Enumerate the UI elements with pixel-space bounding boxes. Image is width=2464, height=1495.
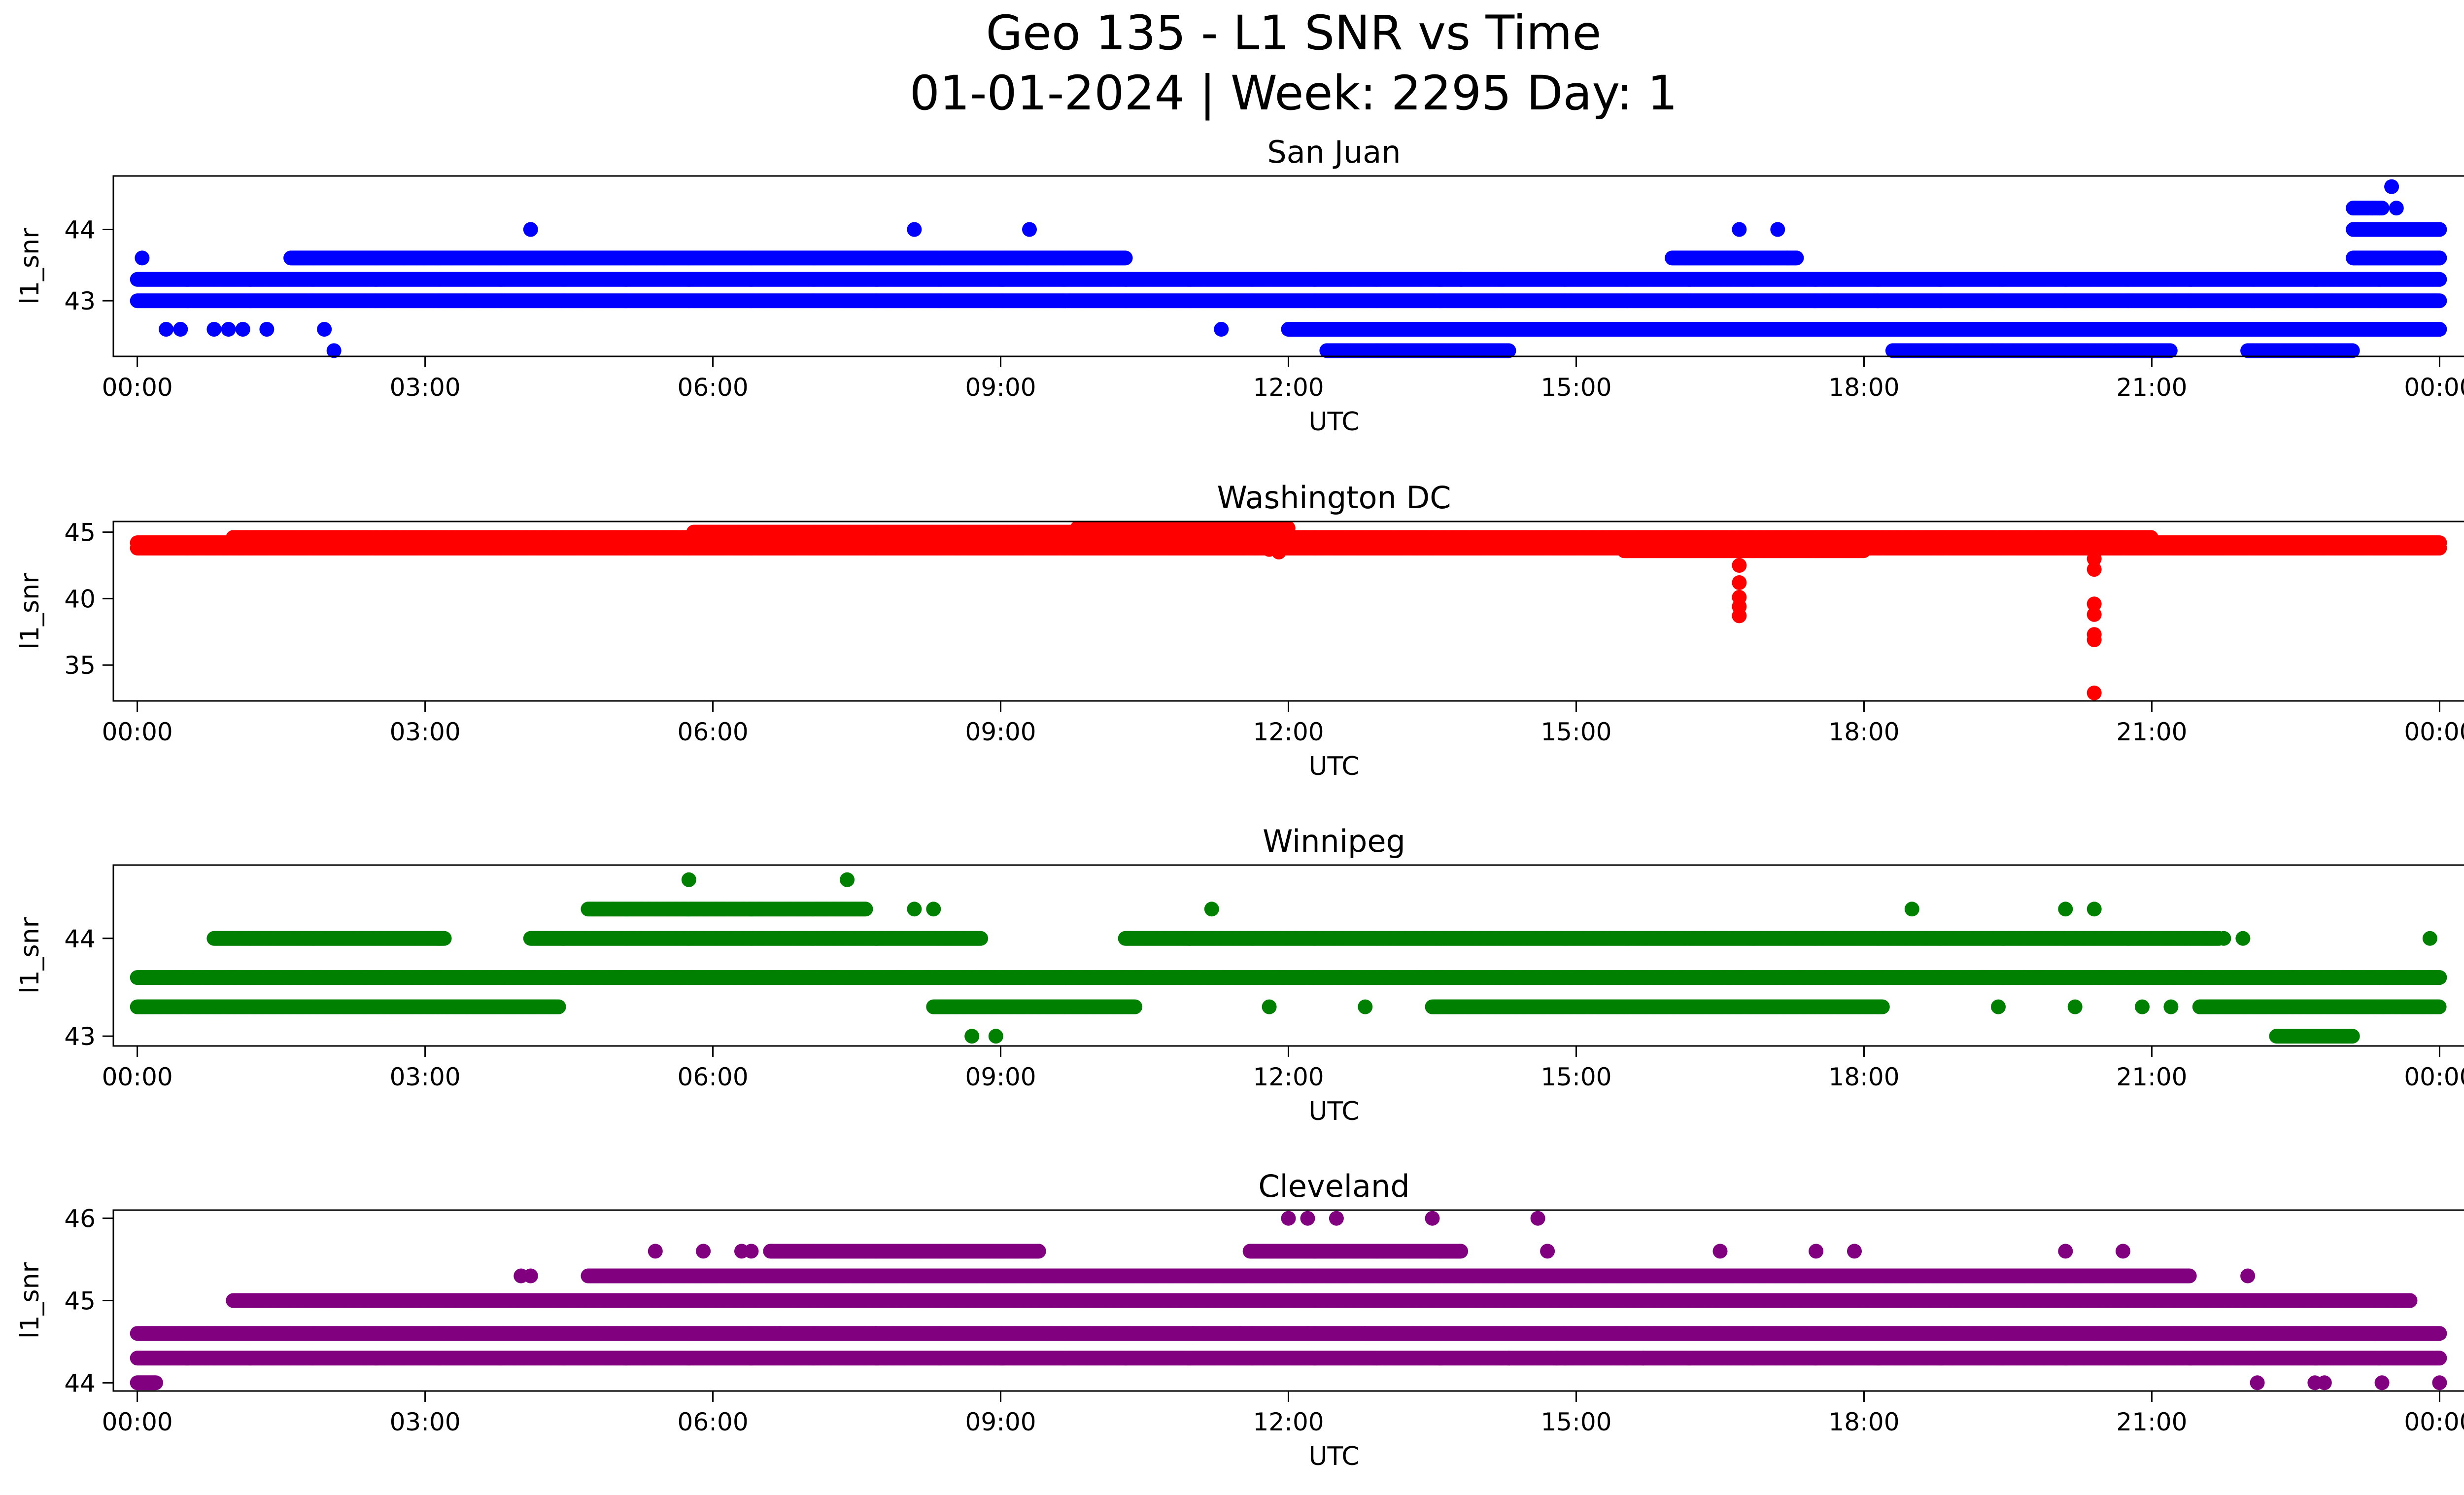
figure-title-line1: Geo 135 - L1 SNR vs Time — [986, 5, 1602, 61]
subplot-title: San Juan — [1267, 134, 1401, 170]
data-point — [2432, 272, 2447, 287]
series-points — [130, 179, 2447, 358]
data-point — [2432, 293, 2447, 309]
figure-title-line2: 01-01-2024 | Week: 2295 Day: 1 — [910, 66, 1678, 121]
